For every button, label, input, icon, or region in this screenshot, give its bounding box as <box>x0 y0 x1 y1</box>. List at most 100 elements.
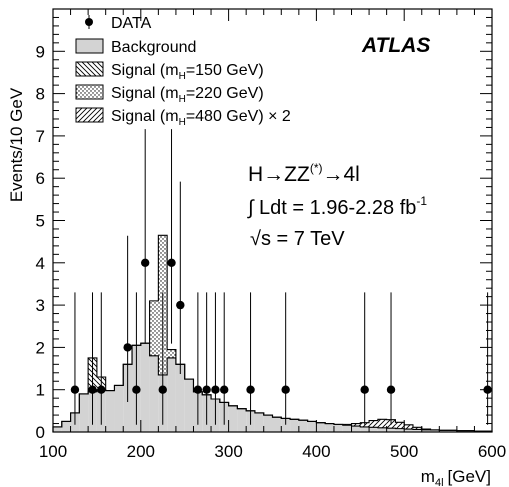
luminosity-annotation: ∫ Ldt = 1.96-2.28 fb-1 <box>247 194 427 219</box>
legend-480-post: =480 GeV) × 2 <box>186 108 291 125</box>
legend-item-background: Background <box>75 38 196 56</box>
background-bin <box>351 426 361 432</box>
data-point <box>123 343 132 352</box>
background-bin <box>140 343 150 432</box>
x-tick-label: 500 <box>390 442 418 461</box>
background-bin <box>307 421 317 432</box>
process-annotation: H→ZZ(*)→4l <box>248 161 360 186</box>
background-bin <box>439 430 449 432</box>
background-bin <box>79 393 89 432</box>
background-bin <box>237 408 247 432</box>
background-bin <box>325 423 334 432</box>
background-bin <box>228 405 238 432</box>
background-bin <box>421 429 431 432</box>
background-bin <box>386 428 396 432</box>
legend-data-marker <box>85 18 93 26</box>
signal-480-bin <box>351 423 361 427</box>
x-axis-title-unit: [GeV] <box>448 467 491 486</box>
background-bin <box>456 430 466 432</box>
legend-label-signal-480: Signal (mH=480 GeV) × 2 <box>111 108 291 128</box>
signal-480-bin <box>404 424 413 430</box>
data-point <box>360 385 369 394</box>
background-bin <box>412 429 422 432</box>
background-bin <box>263 415 273 432</box>
y-tick-label: 4 <box>36 254 45 273</box>
legend-swatch-background <box>75 38 104 54</box>
background-bin <box>254 412 264 432</box>
y-tick-label: 7 <box>36 127 45 146</box>
legend-item-signal-150: Signal (mH=150 GeV) <box>75 61 264 82</box>
y-tick-label: 2 <box>36 338 45 357</box>
legend-220-sub: H <box>179 94 186 105</box>
background-bin <box>395 428 405 432</box>
x-tick-label: 300 <box>214 442 242 461</box>
y-tick-label: 5 <box>36 212 45 231</box>
legend-label-background: Background <box>111 39 196 56</box>
legend-480-sub: H <box>179 117 186 128</box>
y-tick-label: 8 <box>36 85 45 104</box>
process-sup: (*) <box>310 161 323 175</box>
legend-150-post: =150 GeV) <box>186 62 264 79</box>
data-point <box>97 385 106 394</box>
legend-swatch-signal-150 <box>75 61 104 77</box>
legend-label-signal-220: Signal (mH=220 GeV) <box>111 85 264 105</box>
data-point <box>176 300 185 310</box>
data-point <box>88 385 97 394</box>
x-tick-label: 200 <box>127 442 155 461</box>
signal-480-bin <box>369 420 378 428</box>
data-point <box>220 385 229 394</box>
legend-480-pre: Signal (m <box>111 108 179 125</box>
legend-label-data: DATA <box>111 15 152 32</box>
x-axis-title: m4l [GeV] <box>421 467 491 487</box>
y-tick-label: 9 <box>36 42 45 61</box>
background-bin <box>430 429 440 432</box>
y-tick-label: 6 <box>36 169 45 188</box>
background-bin <box>465 430 475 432</box>
y-tick-label: 3 <box>36 296 45 315</box>
data-point <box>167 258 176 267</box>
legend-item-signal-480: Signal (mH=480 GeV) × 2 <box>75 107 291 128</box>
x-tick-label: 100 <box>39 442 67 461</box>
data-point <box>132 385 141 394</box>
background-bin <box>175 364 185 432</box>
background-bin <box>114 385 124 432</box>
legend: DATA Background Signal (mH=150 GeV) Sign… <box>75 15 291 128</box>
background-bin <box>281 418 291 432</box>
signal-480-bin <box>377 419 387 428</box>
data-point <box>202 385 211 394</box>
x-tick-label: 400 <box>302 442 330 461</box>
background-bin <box>53 426 62 432</box>
background-bin <box>290 419 299 432</box>
data-point <box>211 385 220 394</box>
background-bin <box>184 379 194 432</box>
data-point <box>386 385 396 394</box>
signal-480-bin <box>395 422 405 429</box>
data-point <box>281 385 290 394</box>
signal-220-bin <box>167 349 176 358</box>
data-point <box>158 385 167 394</box>
y-axis-title: Events/10 GeV <box>7 87 26 202</box>
background-bin <box>369 427 378 432</box>
process-end: →4l <box>323 163 360 186</box>
lumi-sup: -1 <box>416 194 427 208</box>
background-bin <box>404 429 413 432</box>
data-point <box>193 385 203 394</box>
legend-150-sub: H <box>179 71 186 82</box>
signal-220-bin <box>149 300 159 356</box>
legend-220-post: =220 GeV) <box>186 85 264 102</box>
background-bin <box>61 421 71 432</box>
x-tick-label: 600 <box>478 442 506 461</box>
energy-annotation: √s = 7 TeV <box>250 228 345 250</box>
legend-item-signal-220: Signal (mH=220 GeV) <box>75 84 264 105</box>
background-bin <box>333 424 343 432</box>
legend-item-data: DATA <box>85 15 152 32</box>
y-tick-label: 0 <box>36 423 45 442</box>
background-bin <box>448 430 457 432</box>
energy-text: s = 7 TeV <box>261 228 345 250</box>
signal-480-bin <box>412 427 422 430</box>
background-bin <box>272 417 282 432</box>
signal-480-bin <box>360 422 370 427</box>
background-bin <box>377 427 387 432</box>
background-bin <box>298 420 308 432</box>
